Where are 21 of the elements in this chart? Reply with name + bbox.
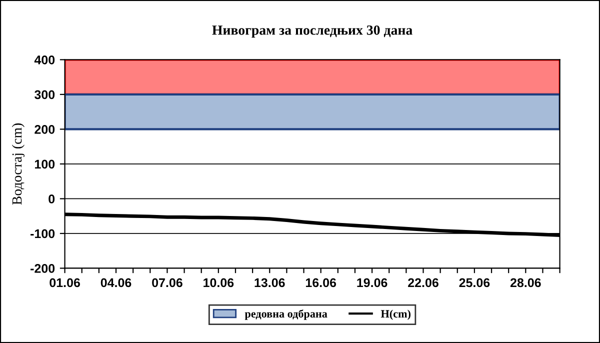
x-tick-label: 16.06 bbox=[306, 278, 336, 288]
y-tick-label: 200 bbox=[34, 124, 55, 134]
x-tick-label: 25.06 bbox=[459, 278, 490, 288]
x-tick-label: 01.06 bbox=[50, 278, 80, 288]
y-tick-label: 0 bbox=[48, 194, 55, 204]
x-tick-label: 19.06 bbox=[357, 278, 388, 288]
x-tick-label: 28.06 bbox=[510, 278, 541, 288]
y-tick-label: 400 bbox=[34, 55, 55, 64]
legend-label: редовна одбрана bbox=[244, 310, 328, 320]
x-tick-label: 04.06 bbox=[100, 278, 132, 288]
y-tick-label: 300 bbox=[34, 90, 55, 100]
y-tick-label: -100 bbox=[30, 229, 55, 238]
x-tick-label: 22.06 bbox=[408, 278, 438, 288]
y-tick-label: -200 bbox=[30, 264, 55, 273]
x-tick-label: 10.06 bbox=[204, 278, 234, 288]
x-tick-label: 13.06 bbox=[254, 278, 285, 288]
x-tick-label: 07.06 bbox=[152, 278, 182, 288]
y-tick-label: 100 bbox=[35, 160, 55, 169]
y-axis-title: Водостај (cm) bbox=[12, 123, 25, 205]
legend-label: H(cm) bbox=[380, 310, 410, 320]
chart-title: Нивограм за последњих 30 дана bbox=[212, 25, 412, 38]
